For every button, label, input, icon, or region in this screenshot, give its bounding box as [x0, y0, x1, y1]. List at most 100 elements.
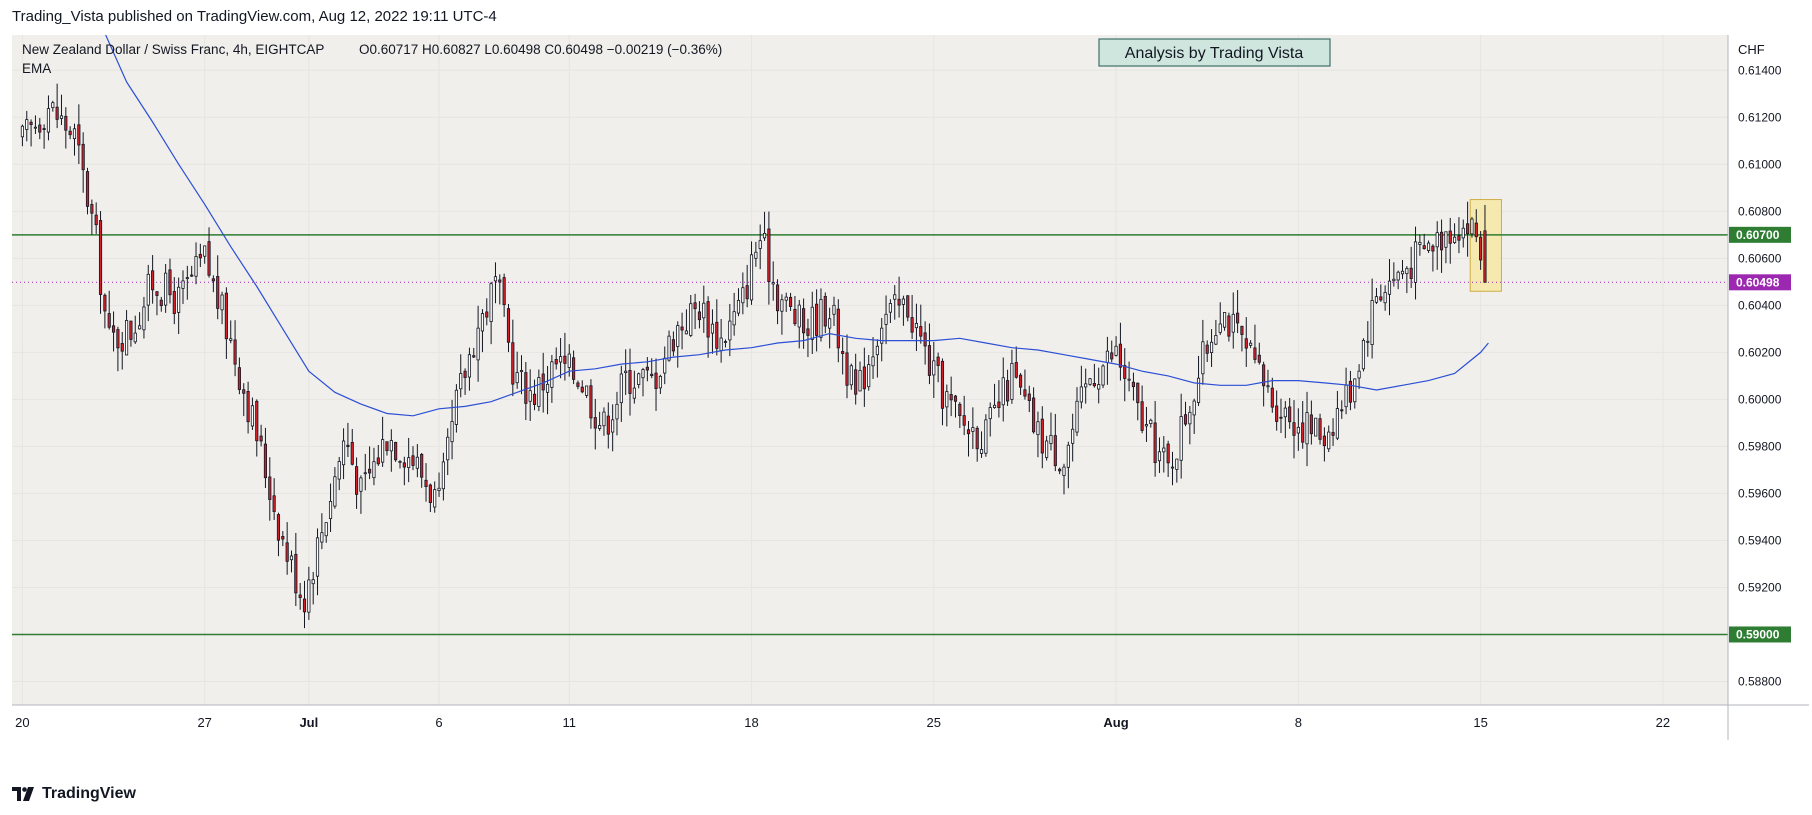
candle-203 [901, 295, 905, 326]
candle-329 [1448, 217, 1452, 264]
candle-body [1001, 377, 1005, 406]
candle-29 [146, 264, 150, 322]
candle-72 [333, 467, 337, 509]
candle-body [64, 115, 68, 131]
candle-body [368, 468, 372, 474]
candle-40 [194, 242, 198, 285]
candle-92 [420, 452, 424, 488]
candle-324 [1426, 240, 1431, 253]
candle-223 [988, 402, 992, 437]
candle-178 [793, 295, 797, 327]
candle-181 [806, 318, 810, 358]
time-tick-label: Aug [1103, 715, 1128, 730]
candle-body [1413, 241, 1418, 283]
candle-body [641, 369, 645, 379]
candle-body [1253, 347, 1257, 360]
candle-body [51, 102, 55, 109]
candle-102 [463, 368, 467, 395]
candle-6 [46, 95, 51, 141]
candle-257 [1136, 382, 1140, 421]
footer-brand[interactable]: TradingView [12, 784, 136, 804]
candle-body [229, 338, 233, 341]
candle-44 [211, 275, 215, 293]
candle-body [1431, 245, 1435, 252]
candle-35 [172, 277, 176, 325]
candlestick-chart[interactable]: 0.61400 0.61200 0.61000 0.60800 0.60600 0.604… [12, 34, 1809, 740]
candle-290 [1279, 398, 1283, 434]
footer-brand-label: TradingView [42, 785, 136, 802]
candle-body [962, 415, 966, 426]
candle-34 [168, 258, 172, 304]
candle-body [606, 415, 610, 435]
candle-139 [624, 349, 628, 395]
candle-81 [372, 447, 376, 486]
candle-186 [828, 307, 832, 349]
candle-89 [407, 437, 411, 483]
candle-153 [684, 309, 688, 335]
candle-body [598, 425, 602, 429]
candle-190 [845, 334, 849, 399]
candle-335 [1474, 209, 1478, 243]
candle-132 [593, 398, 597, 450]
candle-body [1405, 268, 1409, 275]
candle-313 [1379, 284, 1383, 302]
candle-body [815, 303, 819, 336]
time-axis[interactable]: 20 27 Jul 6 11 18 25 Aug 8 15 22 [15, 715, 1670, 730]
candle-205 [910, 295, 914, 339]
chart-frame[interactable]: 0.61400 0.61200 0.61000 0.60800 0.60600 0.604… [12, 34, 1809, 740]
candle-body [537, 377, 541, 407]
candle-301 [1327, 425, 1331, 453]
candle-38 [185, 265, 189, 300]
candle-body [945, 391, 949, 408]
candle-body [645, 366, 649, 371]
candle-body [1418, 241, 1422, 245]
candle-5 [42, 124, 46, 149]
candle-10 [64, 107, 68, 149]
candle-16 [90, 199, 94, 235]
price-axis[interactable]: 0.61400 0.61200 0.61000 0.60800 0.60600 0.604… [1729, 63, 1791, 688]
candle-body [72, 128, 77, 140]
candle-318 [1400, 259, 1405, 280]
publish-header: Trading_Vista published on TradingView.c… [12, 8, 497, 25]
candle-body [927, 345, 932, 376]
candle-body [741, 287, 745, 304]
candle-body [177, 286, 181, 313]
candle-123 [554, 347, 558, 370]
candle-137 [615, 391, 619, 436]
candle-body [1092, 382, 1096, 387]
candle-body [1257, 354, 1261, 363]
candle-body [650, 373, 654, 377]
candle-20 [107, 290, 111, 330]
candle-192 [854, 353, 858, 405]
grid-layer [12, 35, 1728, 705]
candle-body [628, 370, 632, 394]
candle-body [90, 204, 94, 214]
candle-252 [1114, 336, 1118, 357]
candle-193 [858, 361, 862, 392]
candle-99 [450, 399, 454, 460]
candle-282 [1244, 317, 1248, 367]
candle-169 [754, 241, 758, 267]
candle-body [550, 361, 554, 388]
candle-body [1196, 377, 1201, 403]
candle-body [1209, 341, 1214, 354]
candle-body [1470, 218, 1474, 235]
candle-body [810, 306, 814, 340]
candle-297 [1309, 400, 1313, 445]
candle-body [98, 220, 103, 295]
candle-body [806, 328, 810, 336]
candle-body [823, 296, 827, 327]
candle-317 [1396, 270, 1400, 290]
candle-144 [645, 357, 649, 382]
candle-243 [1075, 387, 1079, 437]
candle-311 [1370, 278, 1374, 359]
candle-165 [736, 288, 741, 317]
candle-body [1340, 409, 1344, 412]
candle-body [754, 251, 758, 259]
candle-336 [1479, 231, 1483, 270]
candle-body [797, 304, 801, 328]
candle-body [975, 427, 979, 450]
candle-206 [914, 303, 918, 351]
candle-182 [810, 291, 814, 355]
candle-body [793, 308, 797, 325]
